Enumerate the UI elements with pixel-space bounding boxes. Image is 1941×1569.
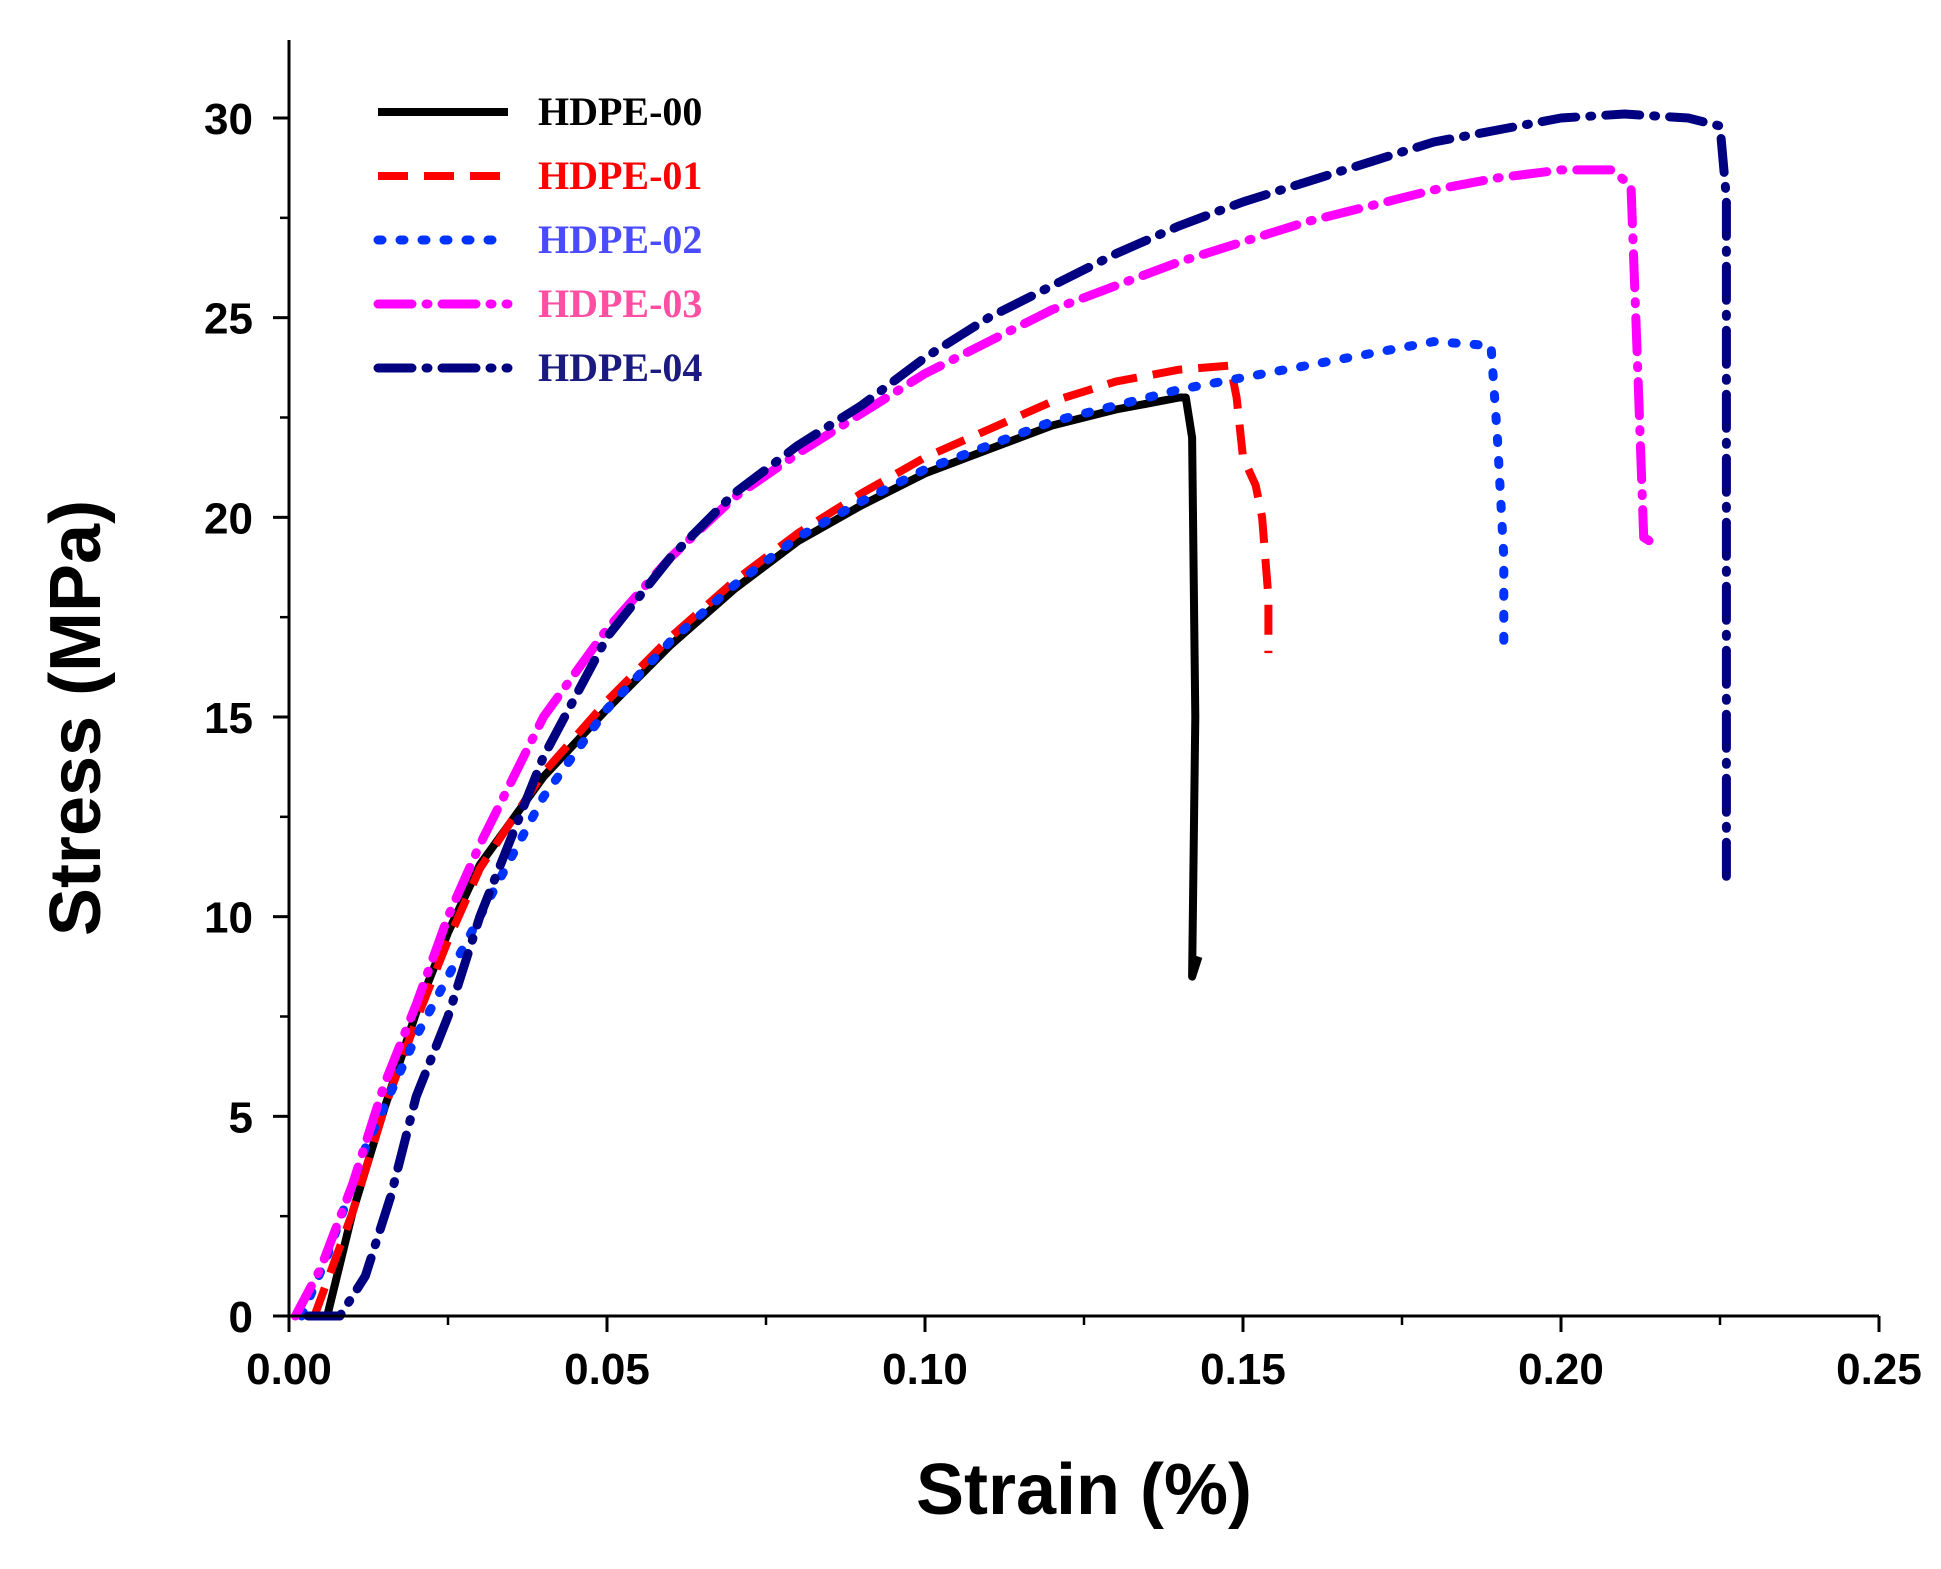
x-axis-title: Strain (%) xyxy=(916,1450,1252,1530)
legend-label: HDPE-00 xyxy=(538,89,702,134)
y-tick-label: 30 xyxy=(204,95,253,144)
y-tick-label: 0 xyxy=(229,1293,253,1342)
legend-label: HDPE-02 xyxy=(538,217,702,262)
x-tick-label: 0.05 xyxy=(564,1345,650,1394)
legend-label: HDPE-01 xyxy=(538,153,702,198)
y-tick-label: 5 xyxy=(229,1093,253,1142)
legend-label: HDPE-03 xyxy=(538,281,702,326)
y-tick-label: 15 xyxy=(204,694,253,743)
x-tick-label: 0.15 xyxy=(1200,1345,1286,1394)
y-axis-title: Stress (MPa) xyxy=(36,500,116,936)
x-tick-label: 0.00 xyxy=(246,1345,332,1394)
y-tick-label: 20 xyxy=(204,494,253,543)
y-tick-label: 25 xyxy=(204,295,253,344)
ticks: 0.00 0.05 0.10 0.15 0.20 0.25 0 5 10 15 20 25 30 xyxy=(204,95,1922,1394)
x-tick-label: 0.25 xyxy=(1836,1345,1922,1394)
series-line-hdpe-01 xyxy=(310,361,1273,1318)
legend-label: HDPE-04 xyxy=(538,345,702,390)
legend: HDPE-00 HDPE-01 HDPE-02 HDPE-03 HDPE-04 xyxy=(373,89,702,390)
series-line-hdpe-03 xyxy=(290,165,1661,1321)
x-tick-label: 0.10 xyxy=(882,1345,968,1394)
series-line-hdpe-04 xyxy=(303,109,1731,1321)
x-tick-label: 0.20 xyxy=(1518,1345,1604,1394)
y-tick-label: 10 xyxy=(204,894,253,943)
plot-lines xyxy=(290,109,1731,1321)
